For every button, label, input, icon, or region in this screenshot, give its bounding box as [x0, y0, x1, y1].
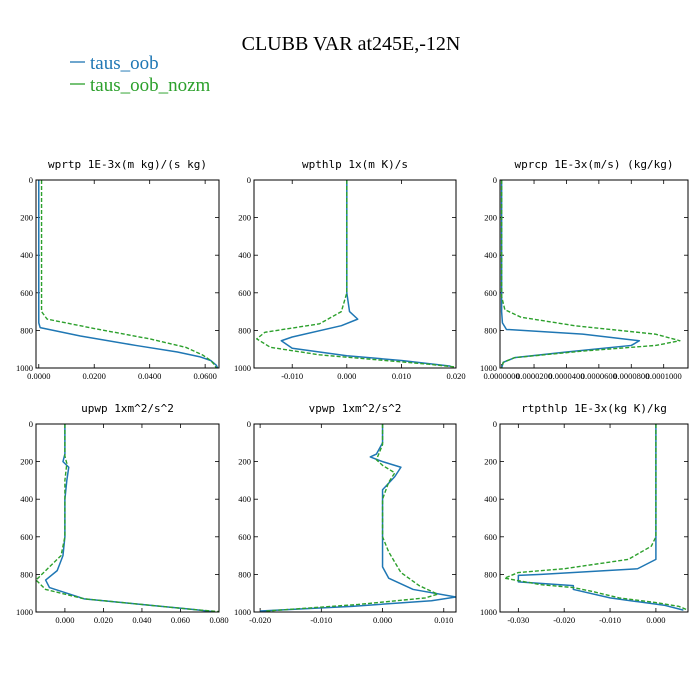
y-tick-label: 1000 [480, 363, 497, 373]
y-tick-label: 200 [484, 213, 497, 223]
x-tick-label: 0.060 [171, 615, 190, 625]
x-tick-label: 0.000 [373, 615, 392, 625]
x-tick-label: -0.010 [310, 615, 332, 625]
x-tick-label: 0.0001000 [646, 371, 682, 381]
y-tick-label: 800 [238, 569, 251, 579]
plot-frame [35, 179, 220, 369]
y-tick-label: 0 [29, 419, 33, 429]
y-tick-label: 200 [484, 457, 497, 467]
y-tick-label: 800 [20, 569, 33, 579]
y-tick-label: 0 [29, 175, 33, 185]
x-tick-label: 0.000 [55, 615, 74, 625]
series-line-taus-oob [280, 180, 451, 367]
legend-label-taus-oob-nozm: taus_oob_nozm [90, 75, 211, 96]
y-tick-label: 600 [484, 532, 497, 542]
x-tick-label: 0.000 [646, 615, 665, 625]
x-tick-label: 0.0200 [83, 371, 106, 381]
x-tick-label: 0.020 [94, 615, 113, 625]
x-tick-label: 0.010 [392, 371, 411, 381]
series-line-taus-oob-nozm [36, 424, 219, 612]
series-line-taus-oob-nozm [503, 424, 688, 611]
x-tick-label: 0.040 [132, 615, 151, 625]
x-tick-label: 0.020 [446, 371, 465, 381]
y-tick-label: 400 [484, 250, 497, 260]
x-tick-label: 0.0600 [193, 371, 216, 381]
plot-frame [499, 423, 689, 613]
x-tick-label: 0.0400 [138, 371, 161, 381]
y-tick-label: 800 [484, 569, 497, 579]
panel-6: rtpthlp 1E-3x(kg K)/kg02004006008001000-… [480, 402, 689, 625]
x-tick-label: 0.0000600 [581, 371, 617, 381]
series-line-taus-oob-nozm [40, 180, 217, 368]
series-line-taus-oob [500, 180, 641, 368]
y-tick-label: 400 [238, 250, 251, 260]
panel-title: wprtp 1E-3x(m kg)/(s kg) [48, 158, 207, 171]
legend-label-taus-oob: taus_oob [90, 53, 159, 74]
y-tick-label: 400 [238, 494, 251, 504]
panel-title: wpthlp 1x(m K)/s [302, 158, 408, 171]
y-tick-label: 600 [238, 288, 251, 298]
y-tick-label: 200 [20, 213, 33, 223]
y-tick-label: 800 [484, 325, 497, 335]
x-tick-label: 0.000 [337, 371, 356, 381]
panel-2: wpthlp 1x(m K)/s 0 200 400 600 800 1000 -0.010 0… [234, 158, 466, 381]
panel-title: vpwp 1xm^2/s^2 [309, 402, 402, 415]
panel-4: upwp 1xm^2/s^2 0 200 400 600 800 1000 0.000 0.02… [16, 402, 229, 625]
x-tick-label: 0.0000 [27, 371, 50, 381]
plot-frame [499, 179, 689, 369]
y-tick-label: 0 [247, 175, 251, 185]
plot-frame [253, 423, 457, 613]
panel-title: rtpthlp 1E-3x(kg K)/kg [521, 402, 667, 415]
panel-1: wprtp 1E-3x(m kg)/(s kg) 0 200 400 600 800 100… [16, 158, 220, 381]
x-tick-label: -0.030 [507, 615, 529, 625]
x-tick-label: -0.020 [249, 615, 271, 625]
x-tick-label: 0.080 [209, 615, 228, 625]
y-tick-label: 200 [238, 213, 251, 223]
y-tick-label: 200 [238, 457, 251, 467]
x-tick-label: -0.010 [599, 615, 621, 625]
series-line-taus-oob [517, 424, 684, 611]
series-line-taus-oob [260, 424, 456, 612]
x-tick-label: 0.010 [434, 615, 453, 625]
panel-3: wprcp 1E-3x(m/s) (kg/kg) 0 200 400 600 800 100… [480, 158, 689, 381]
series-line-taus-oob [44, 424, 214, 612]
y-tick-label: 800 [238, 325, 251, 335]
panel-5: vpwp 1xm^2/s^2 0 200 400 600 800 1000-0.020 -0.… [234, 402, 457, 625]
y-tick-label: 400 [20, 494, 33, 504]
y-tick-label: 1000 [16, 607, 33, 617]
y-tick-label: 1000 [234, 363, 251, 373]
panels: wprtp 1E-3x(m kg)/(s kg) 0 200 400 600 800 100… [16, 158, 689, 625]
x-tick-label: 0.0000000 [484, 371, 520, 381]
panel-title: wprcp 1E-3x(m/s) (kg/kg) [515, 158, 674, 171]
y-tick-label: 1000 [234, 607, 251, 617]
series-line-taus-oob-nozm [256, 180, 456, 368]
x-tick-label: 0.0000400 [548, 371, 584, 381]
y-tick-label: 600 [20, 532, 33, 542]
plot-frame [253, 179, 457, 369]
y-tick-label: 800 [20, 325, 33, 335]
y-tick-label: 600 [484, 288, 497, 298]
y-tick-label: 1000 [480, 607, 497, 617]
series-line-taus-oob [38, 180, 219, 368]
panel-title: upwp 1xm^2/s^2 [81, 402, 174, 415]
y-tick-label: 0 [493, 419, 497, 429]
y-tick-label: 0 [247, 419, 251, 429]
y-tick-label: 600 [20, 288, 33, 298]
y-tick-label: 0 [493, 175, 497, 185]
y-tick-label: 400 [20, 250, 33, 260]
series-line-taus-oob-nozm [266, 424, 439, 612]
y-tick-label: 1000 [16, 363, 33, 373]
series-line-taus-oob-nozm [500, 180, 681, 368]
legend: taus_oob taus_oob_nozm [70, 53, 211, 96]
figure-title: CLUBB VAR at245E,-12N [242, 33, 461, 55]
x-tick-label: 0.0000200 [516, 371, 552, 381]
x-tick-label: -0.020 [553, 615, 575, 625]
y-tick-label: 600 [238, 532, 251, 542]
plot-frame [35, 423, 220, 613]
x-tick-label: -0.010 [281, 371, 303, 381]
x-tick-label: 0.0000800 [613, 371, 649, 381]
y-tick-label: 400 [484, 494, 497, 504]
y-tick-label: 200 [20, 457, 33, 467]
